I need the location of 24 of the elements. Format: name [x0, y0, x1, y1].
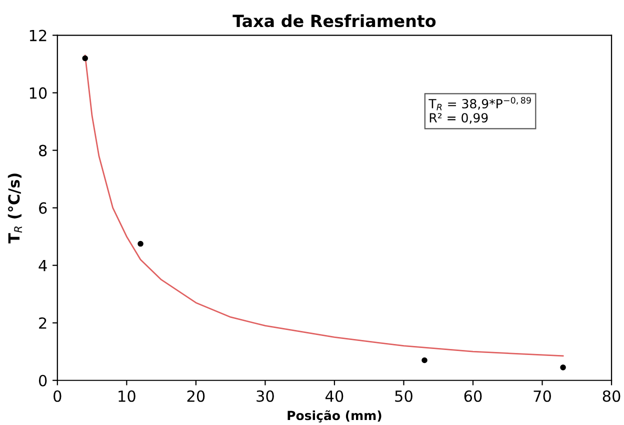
y-tick-label: 0 [38, 374, 47, 386]
text: T$_{R}$ = 38,9*P$^{−0,89}$ R² = 0,99 [428, 96, 531, 124]
y-axis-title: T$_{R}$ (°C/s) [8, 174, 22, 244]
y-tick-label: 4 [38, 260, 47, 272]
point [560, 364, 566, 370]
point [138, 240, 144, 247]
x-tick-label: 30 [256, 390, 274, 402]
y-tick-label: 12 [30, 30, 46, 42]
chart-title: Taxa de Resfriamento [232, 14, 436, 28]
x-tick-label: 70 [534, 390, 551, 402]
x-tick-label: 0 [54, 390, 62, 402]
y-tick-label: 2 [39, 317, 46, 329]
x-tick-label: 10 [118, 390, 136, 402]
y-tick-label: 8 [39, 144, 47, 156]
x-tick-label: 60 [464, 390, 482, 402]
x-tick-label: 40 [325, 390, 344, 402]
x-tick-label: 50 [395, 390, 412, 402]
x-axis-title: Posição (mm) [288, 410, 382, 422]
y-tick-label: 6 [39, 202, 47, 214]
x-tick-label: 20 [187, 390, 205, 402]
point [82, 55, 88, 62]
point [422, 357, 428, 364]
y-tick-label: 10 [30, 87, 47, 99]
x-tick-label: 80 [602, 390, 620, 402]
